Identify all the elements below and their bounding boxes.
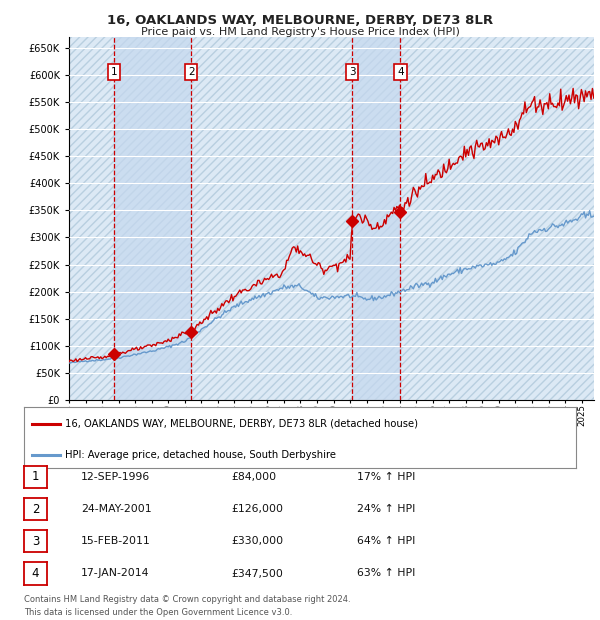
Text: 17-JAN-2014: 17-JAN-2014	[81, 569, 149, 578]
Text: 17% ↑ HPI: 17% ↑ HPI	[357, 472, 415, 482]
Text: 1: 1	[110, 67, 117, 77]
Bar	[114, 37, 191, 400]
Text: 63% ↑ HPI: 63% ↑ HPI	[357, 569, 415, 578]
Text: £330,000: £330,000	[231, 536, 283, 546]
Text: 15-FEB-2011: 15-FEB-2011	[81, 536, 151, 546]
Text: Price paid vs. HM Land Registry's House Price Index (HPI): Price paid vs. HM Land Registry's House …	[140, 27, 460, 37]
Text: 4: 4	[32, 567, 39, 580]
Text: 16, OAKLANDS WAY, MELBOURNE, DERBY, DE73 8LR: 16, OAKLANDS WAY, MELBOURNE, DERBY, DE73…	[107, 14, 493, 27]
Text: £126,000: £126,000	[231, 504, 283, 514]
Bar	[352, 37, 400, 400]
Text: 16, OAKLANDS WAY, MELBOURNE, DERBY, DE73 8LR (detached house): 16, OAKLANDS WAY, MELBOURNE, DERBY, DE73…	[65, 418, 418, 429]
Text: 24-MAY-2001: 24-MAY-2001	[81, 504, 152, 514]
Text: HPI: Average price, detached house, South Derbyshire: HPI: Average price, detached house, Sout…	[65, 450, 337, 460]
Text: 3: 3	[32, 535, 39, 547]
Text: 24% ↑ HPI: 24% ↑ HPI	[357, 504, 415, 514]
Text: 12-SEP-1996: 12-SEP-1996	[81, 472, 150, 482]
Text: £347,500: £347,500	[231, 569, 283, 578]
Text: 2: 2	[32, 503, 39, 515]
Text: Contains HM Land Registry data © Crown copyright and database right 2024.
This d: Contains HM Land Registry data © Crown c…	[24, 595, 350, 617]
Text: 4: 4	[397, 67, 404, 77]
Text: £84,000: £84,000	[231, 472, 276, 482]
Text: 3: 3	[349, 67, 355, 77]
Text: 1: 1	[32, 471, 39, 483]
Text: 2: 2	[188, 67, 194, 77]
Text: 64% ↑ HPI: 64% ↑ HPI	[357, 536, 415, 546]
